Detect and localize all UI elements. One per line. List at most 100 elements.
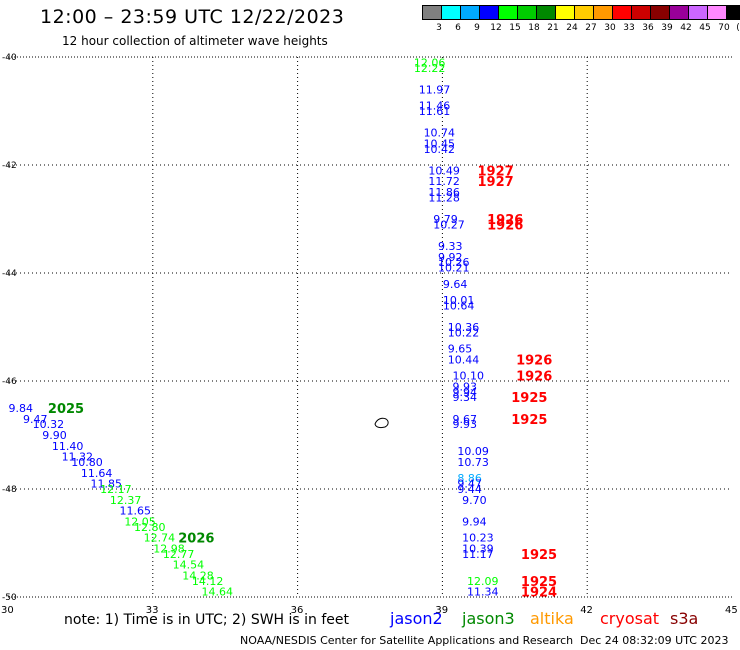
swh-value-label: 9.34 — [453, 391, 478, 404]
swh-value-label: 11.17 — [462, 548, 494, 561]
swh-value-label: 11.40 — [52, 440, 84, 453]
swh-value-label: 9.64 — [443, 278, 468, 291]
pass-time-label: 1926 — [516, 353, 552, 368]
swh-value-label: 9.70 — [462, 494, 487, 507]
mission-label-cryosat: cryosat — [600, 609, 660, 628]
swh-value-label: 10.26 — [438, 256, 470, 269]
footer-note: note: 1) Time is in UTC; 2) SWH is in fe… — [64, 612, 350, 628]
pass-time-label: 2026 — [178, 532, 214, 547]
mission-label-altika: altika — [530, 609, 574, 628]
legend-label: 6 — [455, 23, 461, 33]
swh-value-label: 11.34 — [467, 586, 499, 599]
axis-tick-labels: 30 33 36 39 42 45 -40 -42 -44 -46 -48 -50 — [1, 53, 738, 616]
swh-value-label: 9.94 — [453, 386, 478, 399]
swh-value-label: 10.09 — [457, 445, 489, 458]
legend-label: 33 — [623, 23, 635, 33]
swh-value-label: 10.49 — [428, 164, 460, 177]
swh-value-label: 12.77 — [163, 548, 195, 561]
swh-value-label: 11.28 — [428, 191, 460, 204]
swh-value-label: 14.28 — [182, 569, 214, 582]
swh-value-label: 9.93 — [453, 418, 478, 431]
pass-time-label: 1926 — [516, 370, 552, 385]
swh-value-label: 11.46 — [419, 100, 451, 113]
swh-value-label: 10.32 — [33, 418, 65, 431]
legend-label: 9 — [474, 23, 480, 33]
swh-value-label: 14.64 — [202, 586, 234, 599]
legend-label: 39 — [661, 23, 673, 33]
legend-label: 21 — [547, 23, 559, 33]
y-tick-label: -44 — [2, 269, 17, 279]
swh-value-label: 12.80 — [134, 521, 166, 534]
legend-label: 45 — [699, 23, 711, 33]
swh-value-label: 10.64 — [443, 299, 475, 312]
swh-value-label: 12.05 — [124, 515, 156, 528]
swh-value-label: 9.65 — [448, 343, 473, 356]
swh-value-label: 9.93 — [453, 380, 478, 393]
swh-value-label: 10.74 — [424, 127, 456, 140]
swh-value-label: 9.33 — [438, 240, 463, 253]
mission-label-s3a: s3a — [670, 609, 699, 628]
swh-value-label: 10.73 — [457, 456, 489, 469]
legend-label: 12 — [490, 23, 502, 33]
legend-label: (ft) — [736, 23, 740, 33]
swh-value-label: 10.23 — [462, 532, 494, 545]
time-labels: 2025202619271927192619261926192619251925… — [48, 164, 557, 600]
swh-value-label: 12.17 — [100, 483, 132, 496]
generated-timestamp: Dec 24 08:32:09 UTC 2023 — [580, 634, 729, 647]
swh-value-label: 11.64 — [81, 467, 113, 480]
credit-line: NOAA/NESDIS Center for Satellite Applica… — [240, 634, 574, 647]
y-tick-label: -40 — [2, 53, 17, 63]
swh-value-label: 9.79 — [433, 213, 458, 226]
mission-label-jason2: jason2 — [390, 609, 443, 628]
pass-time-label: 1927 — [477, 175, 513, 190]
swh-value-label: 8.86 — [457, 472, 482, 485]
swh-value-label: 11.72 — [428, 175, 460, 188]
mission-label-jason3: jason3 — [462, 609, 515, 628]
swh-value-label: 9.44 — [457, 483, 482, 496]
swh-value-label: 10.80 — [71, 456, 103, 469]
swh-value-label: 12.37 — [110, 494, 142, 507]
legend-swatch — [726, 5, 740, 20]
pass-time-label: 1927 — [477, 164, 513, 179]
swh-value-label: 11.32 — [62, 451, 94, 464]
pass-time-label: 2025 — [48, 402, 84, 417]
pass-time-label: 1926 — [487, 213, 523, 228]
swh-value-label: 14.12 — [192, 575, 224, 588]
swh-value-label: 12.06 — [414, 56, 446, 69]
swh-value-label: 11.97 — [419, 83, 451, 96]
pass-time-label: 1924 — [521, 586, 557, 601]
legend-label: 42 — [680, 23, 692, 33]
pass-time-label: 1925 — [511, 413, 547, 428]
y-tick-label: -50 — [2, 593, 17, 603]
swh-value-label: 12.98 — [153, 542, 185, 555]
y-tick-label: -46 — [2, 377, 17, 387]
island-outline-shape — [374, 417, 389, 429]
swh-value-label: 12.74 — [144, 532, 176, 545]
swh-value-label: 12.22 — [414, 62, 446, 75]
legend-label: 15 — [509, 23, 521, 33]
swh-value-label: 14.54 — [173, 559, 205, 572]
y-tick-label: -42 — [2, 161, 17, 171]
swh-value-label: 10.45 — [424, 137, 456, 150]
legend-label: 30 — [604, 23, 616, 33]
island-outline — [374, 417, 389, 429]
swh-value-label: 11.85 — [91, 478, 123, 491]
swh-value-label: 9.47 — [23, 413, 48, 426]
legend-label: 27 — [585, 23, 597, 33]
swh-value-label: 10.21 — [438, 262, 470, 275]
swh-value-label: 9.67 — [453, 413, 478, 426]
swh-value-label: 9.84 — [8, 402, 33, 415]
pass-time-label: 1925 — [521, 575, 557, 590]
legend-label: 3 — [436, 23, 442, 33]
x-tick-label: 39 — [435, 605, 448, 616]
x-tick-label: 30 — [1, 605, 14, 616]
swh-value-label: 12.09 — [467, 575, 499, 588]
x-tick-label: 33 — [146, 605, 159, 616]
swh-value-label: 10.22 — [448, 326, 480, 339]
pass-time-label: 1925 — [511, 391, 547, 406]
swh-value-label: 10.27 — [433, 218, 465, 231]
swh-value-label: 10.01 — [443, 294, 475, 307]
legend-label: 70 — [718, 23, 730, 33]
